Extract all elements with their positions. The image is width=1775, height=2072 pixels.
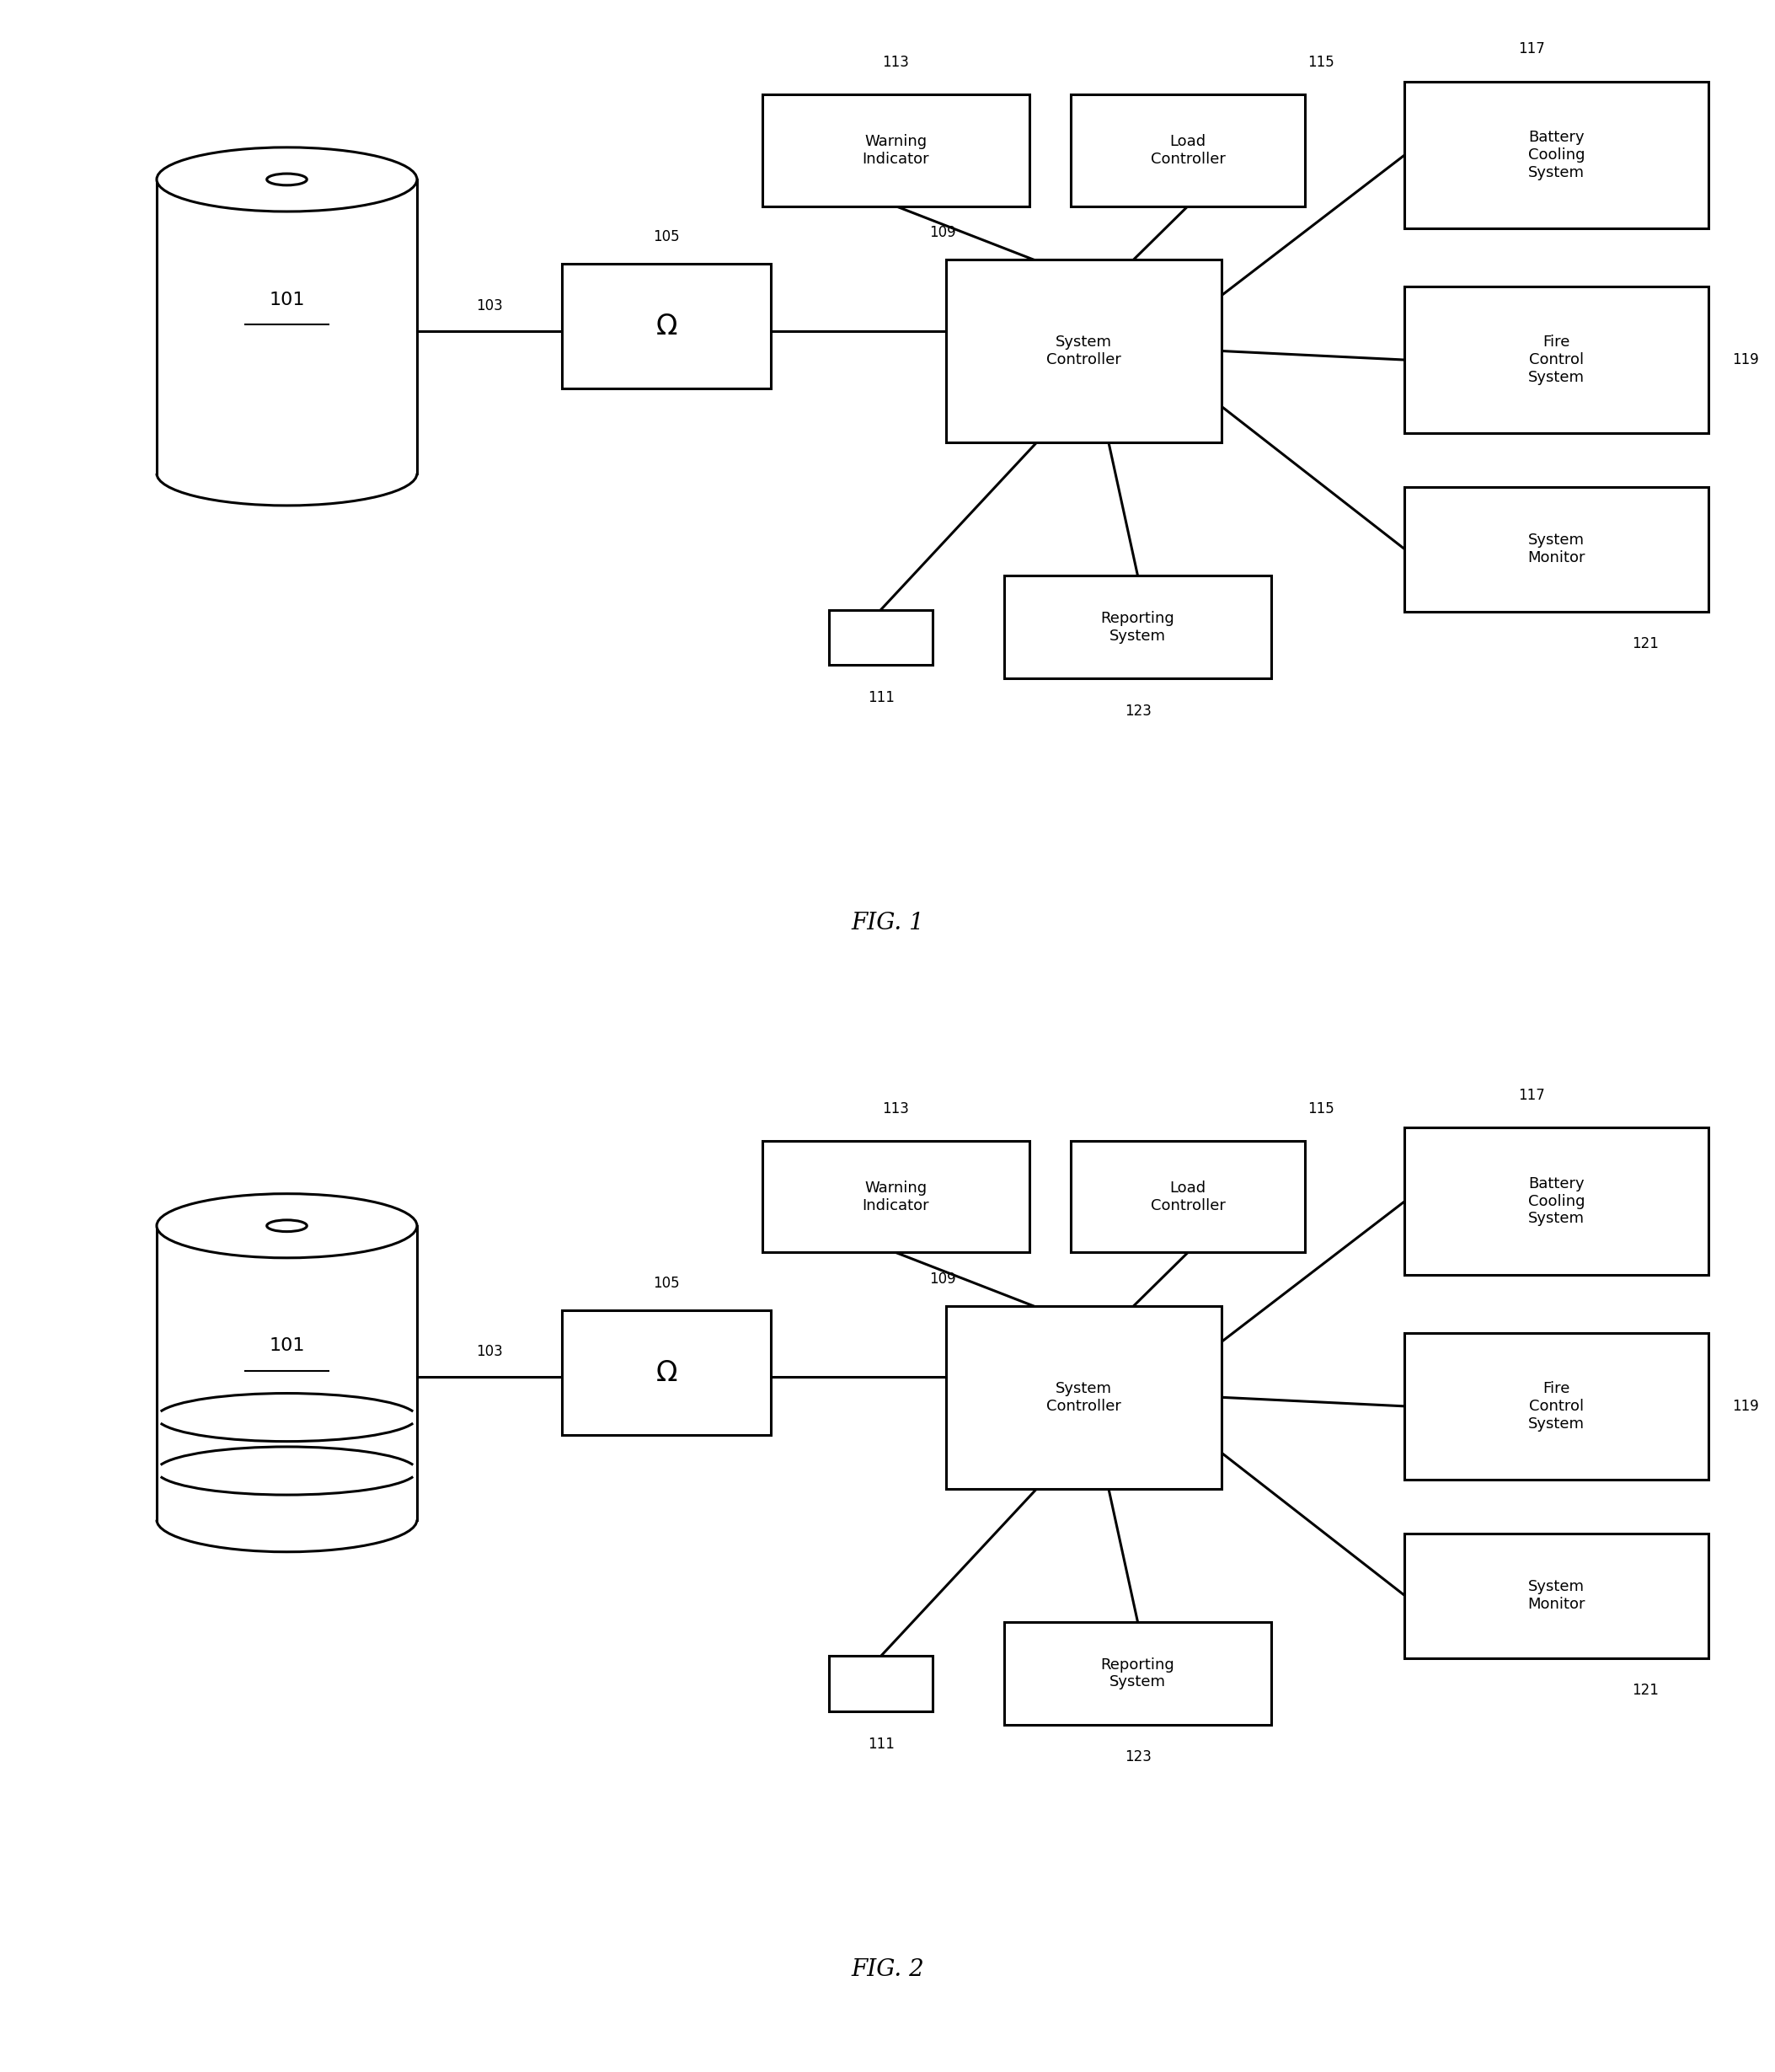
FancyBboxPatch shape <box>1070 1142 1305 1251</box>
FancyBboxPatch shape <box>1404 286 1708 433</box>
Text: 117: 117 <box>1518 1088 1544 1102</box>
Ellipse shape <box>266 1220 307 1231</box>
Text: 103: 103 <box>476 298 502 313</box>
Ellipse shape <box>266 174 307 184</box>
FancyBboxPatch shape <box>829 609 932 665</box>
Text: 121: 121 <box>1631 1682 1658 1699</box>
Text: System
Controller: System Controller <box>1045 1380 1122 1413</box>
FancyBboxPatch shape <box>1404 1127 1708 1274</box>
FancyBboxPatch shape <box>1404 1533 1708 1658</box>
Text: 123: 123 <box>1124 1749 1152 1765</box>
Text: Reporting
System: Reporting System <box>1100 1658 1175 1691</box>
Text: Reporting
System: Reporting System <box>1100 611 1175 644</box>
Text: 111: 111 <box>868 1736 895 1751</box>
FancyBboxPatch shape <box>1005 1622 1271 1724</box>
Text: 109: 109 <box>930 226 957 240</box>
FancyBboxPatch shape <box>763 95 1030 205</box>
Text: Ω: Ω <box>655 1359 678 1386</box>
Text: 115: 115 <box>1308 1100 1335 1117</box>
FancyBboxPatch shape <box>1404 487 1708 611</box>
FancyBboxPatch shape <box>946 259 1221 441</box>
Text: 113: 113 <box>882 54 909 70</box>
Text: 101: 101 <box>270 1339 305 1355</box>
Text: 121: 121 <box>1631 636 1658 653</box>
Text: 111: 111 <box>868 690 895 704</box>
Text: System
Monitor: System Monitor <box>1528 533 1585 566</box>
Text: 105: 105 <box>653 230 680 244</box>
Text: FIG. 1: FIG. 1 <box>850 912 925 934</box>
FancyBboxPatch shape <box>763 1142 1030 1251</box>
FancyBboxPatch shape <box>829 1656 932 1711</box>
Text: System
Controller: System Controller <box>1045 334 1122 367</box>
Text: Fire
Control
System: Fire Control System <box>1528 336 1585 385</box>
Text: 123: 123 <box>1124 702 1152 719</box>
Text: 113: 113 <box>882 1100 909 1117</box>
Ellipse shape <box>156 147 417 211</box>
Text: Fire
Control
System: Fire Control System <box>1528 1382 1585 1432</box>
FancyBboxPatch shape <box>1404 81 1708 228</box>
Text: Warning
Indicator: Warning Indicator <box>863 135 930 168</box>
Text: FIG. 2: FIG. 2 <box>850 1958 925 1981</box>
Text: 105: 105 <box>653 1276 680 1291</box>
Ellipse shape <box>156 1193 417 1258</box>
Text: System
Monitor: System Monitor <box>1528 1579 1585 1612</box>
FancyBboxPatch shape <box>1070 95 1305 205</box>
Text: Warning
Indicator: Warning Indicator <box>863 1181 930 1214</box>
FancyBboxPatch shape <box>946 1305 1221 1488</box>
FancyBboxPatch shape <box>563 1310 770 1436</box>
Text: 119: 119 <box>1732 1399 1759 1413</box>
Text: 103: 103 <box>476 1345 502 1359</box>
Text: Battery
Cooling
System: Battery Cooling System <box>1528 131 1585 180</box>
Text: 117: 117 <box>1518 41 1544 56</box>
Text: Load
Controller: Load Controller <box>1150 135 1225 168</box>
Text: 109: 109 <box>930 1272 957 1287</box>
FancyBboxPatch shape <box>1005 576 1271 678</box>
FancyBboxPatch shape <box>1404 1332 1708 1479</box>
Text: 115: 115 <box>1308 54 1335 70</box>
Text: 119: 119 <box>1732 352 1759 367</box>
Text: Load
Controller: Load Controller <box>1150 1181 1225 1214</box>
Text: Battery
Cooling
System: Battery Cooling System <box>1528 1177 1585 1227</box>
Text: 101: 101 <box>270 292 305 309</box>
FancyBboxPatch shape <box>563 263 770 390</box>
Text: Ω: Ω <box>655 313 678 340</box>
